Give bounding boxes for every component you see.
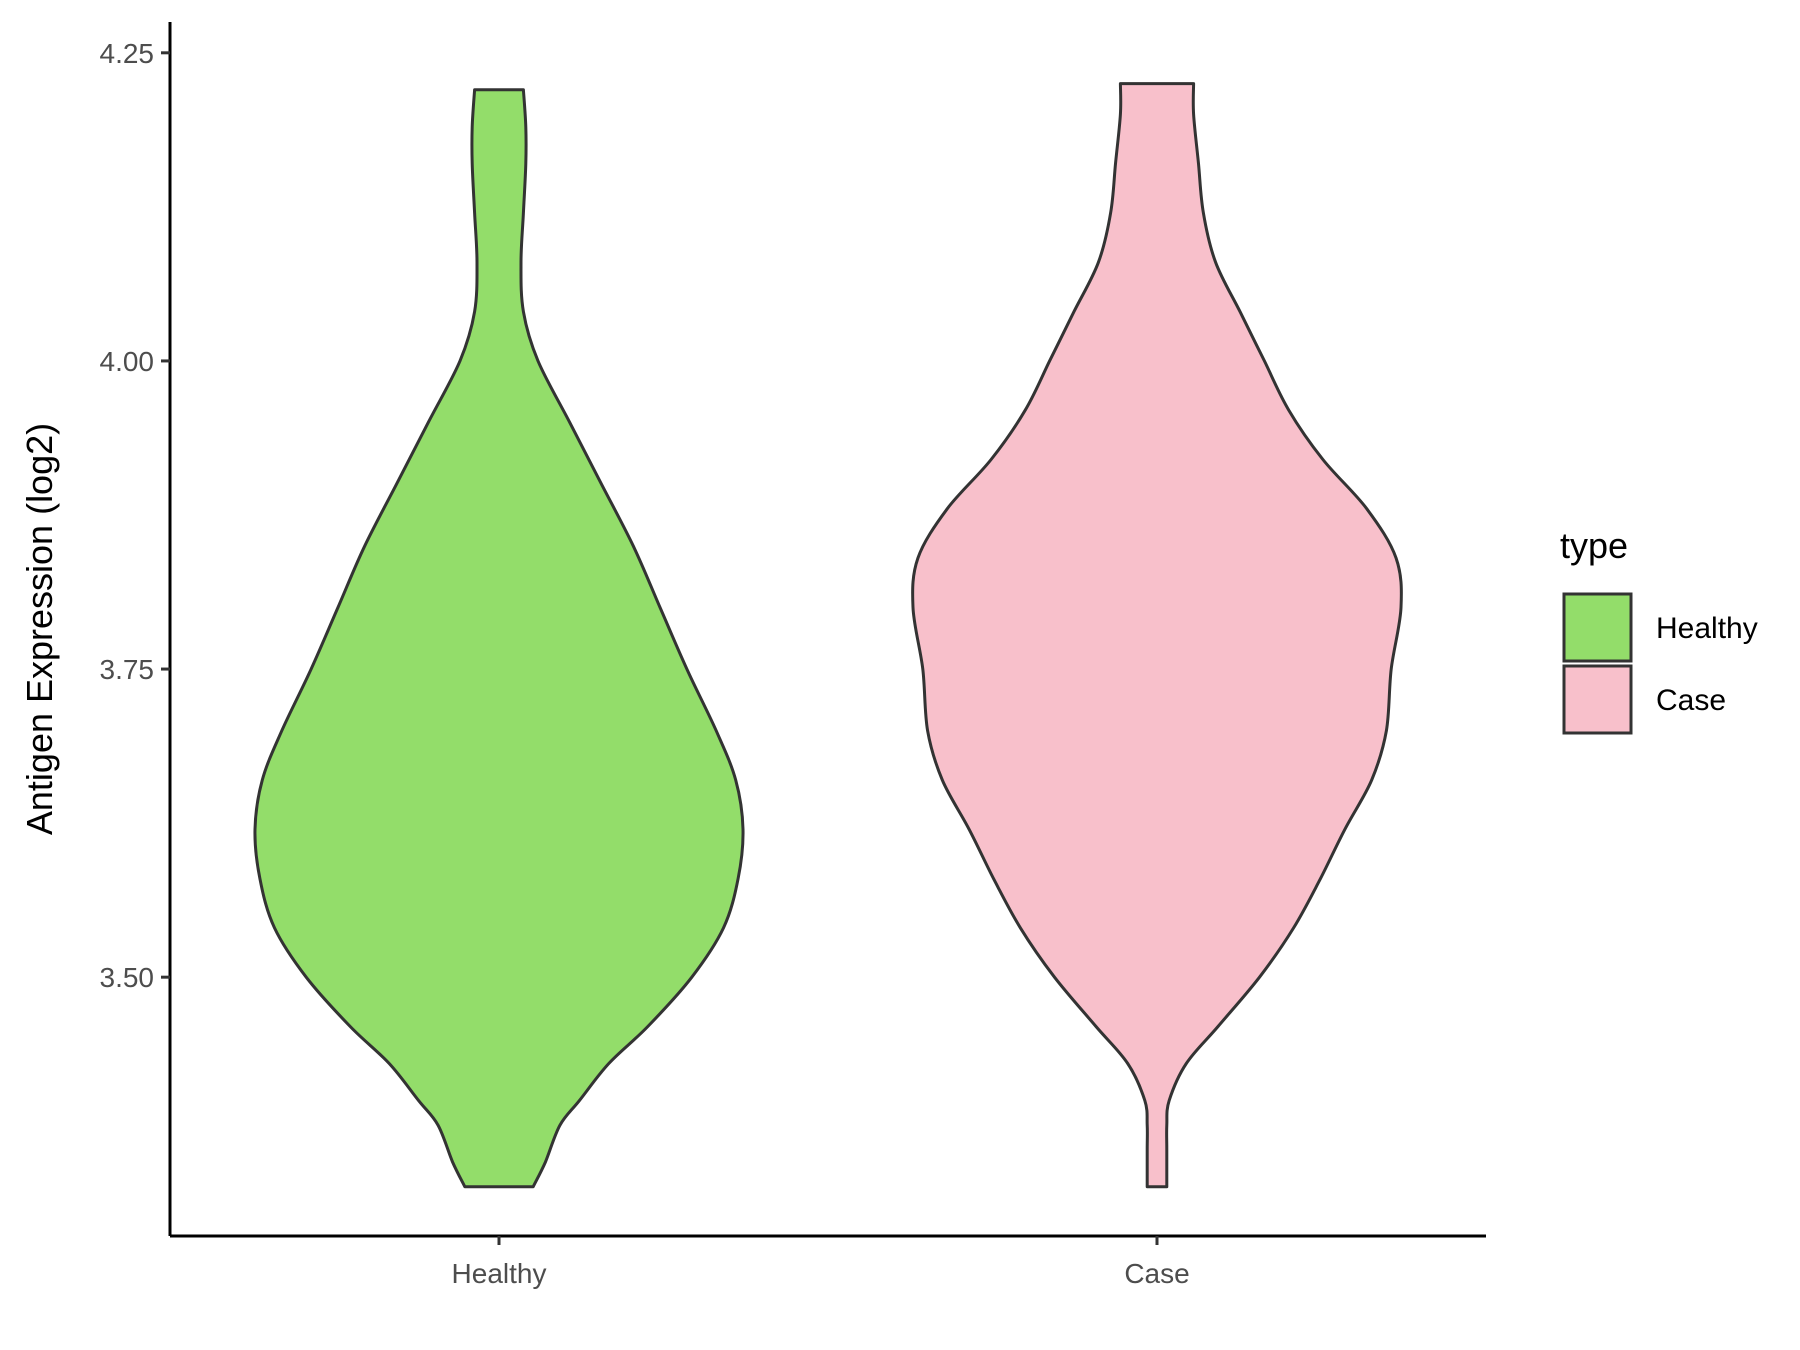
y-axis: 3.50 3.75 4.00 4.25 [100, 22, 172, 1236]
x-tick-label: Case [1124, 1258, 1189, 1289]
legend-label-case: Case [1656, 684, 1726, 717]
violin-case [911, 82, 1403, 1189]
violins-layer [253, 82, 1403, 1189]
x-axis: Healthy Case [170, 1234, 1486, 1289]
violin-healthy [253, 88, 745, 1189]
y-tick-label: 4.00 [100, 346, 155, 377]
legend-key-case [1562, 664, 1633, 735]
x-tick-label: Healthy [452, 1258, 547, 1289]
legend-label-healthy: Healthy [1656, 612, 1758, 645]
legend-title: type [1560, 525, 1628, 566]
legend-key-healthy [1562, 592, 1633, 663]
y-tick-label: 3.75 [100, 654, 155, 685]
legend-entries: Healthy Case [1562, 592, 1758, 735]
y-axis-title: Antigen Expression (log2) [19, 423, 60, 835]
legend: type Healthy Case [1560, 525, 1758, 735]
y-tick-label: 3.50 [100, 962, 155, 993]
y-tick-label: 4.25 [100, 38, 155, 69]
